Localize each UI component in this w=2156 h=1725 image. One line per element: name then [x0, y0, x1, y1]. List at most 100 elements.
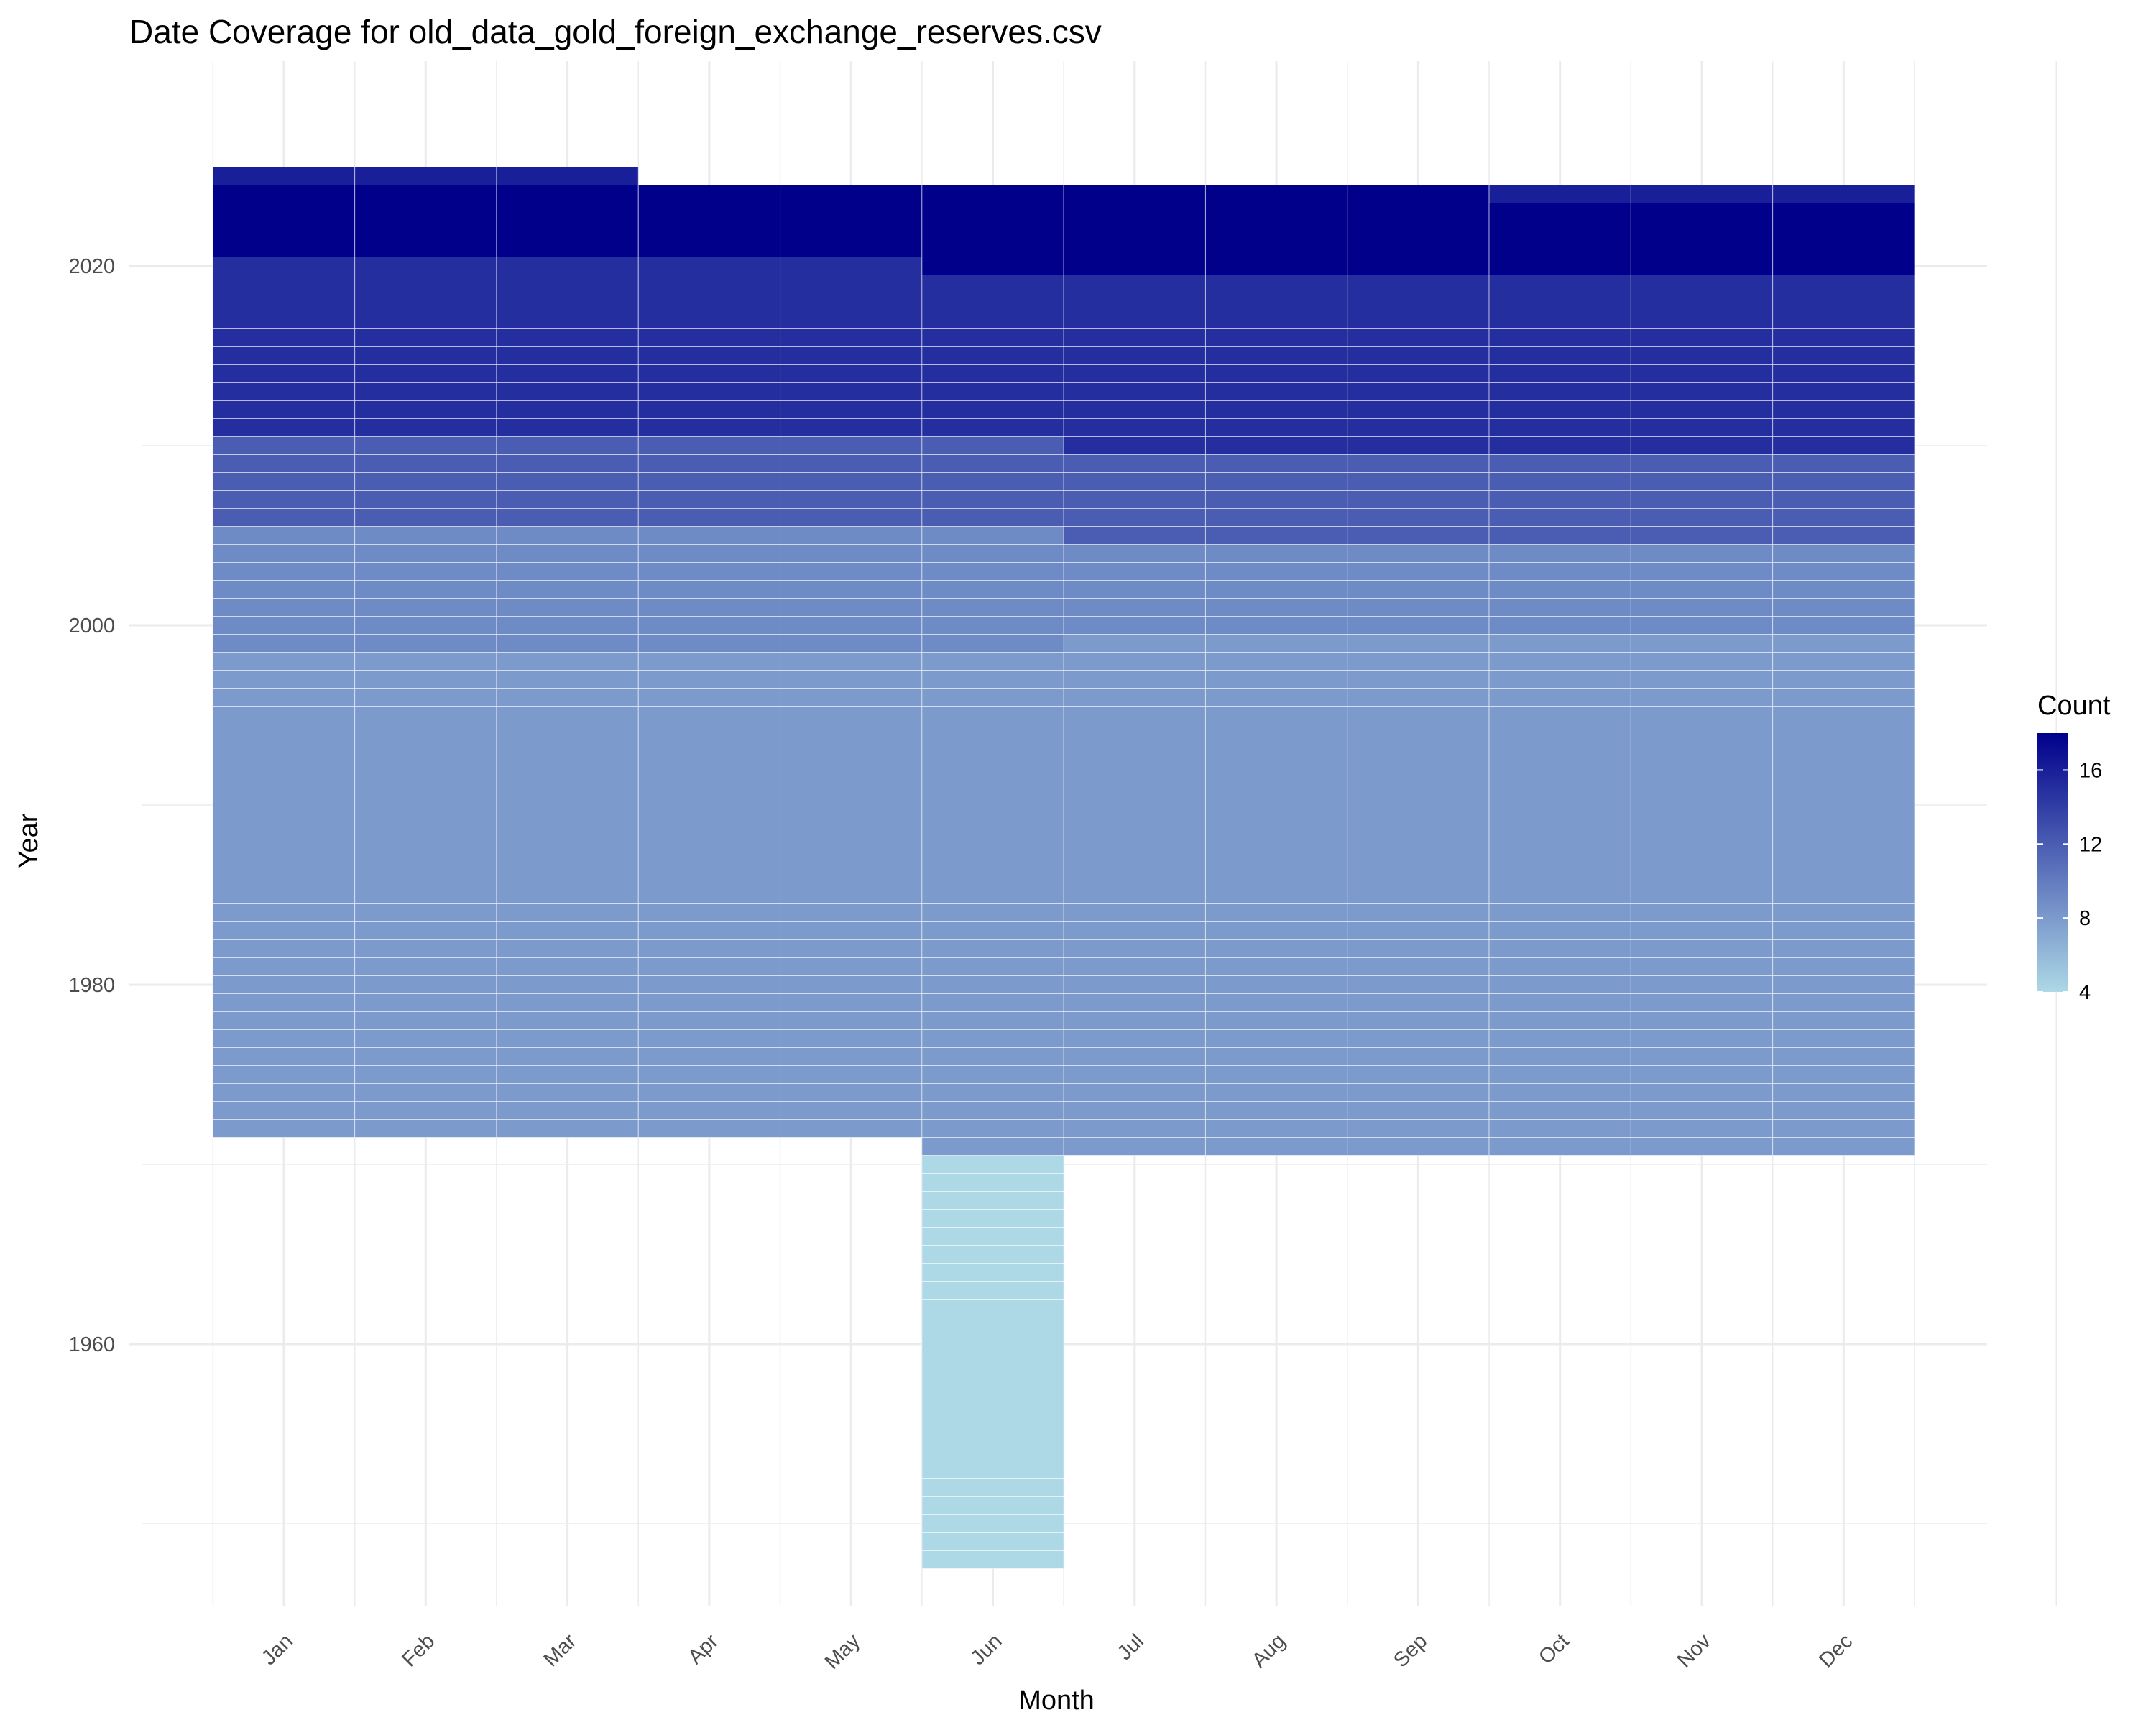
heatmap-cell — [780, 239, 923, 257]
heatmap-cell — [496, 1011, 639, 1030]
heatmap-cell — [637, 580, 781, 599]
heatmap-cell — [1772, 544, 1915, 563]
heatmap-cell — [637, 1101, 781, 1120]
heatmap-cell — [1488, 203, 1631, 221]
heatmap-cell — [212, 1065, 356, 1084]
heatmap-cell — [1204, 921, 1348, 940]
heatmap-cell — [1630, 454, 1774, 473]
y-tick-label: 2020 — [68, 255, 115, 278]
heatmap-cell — [496, 670, 639, 689]
heatmap-cell — [637, 688, 781, 707]
heatmap-cell — [1204, 508, 1348, 527]
heatmap-cell — [212, 203, 356, 221]
heatmap-cell — [637, 868, 781, 886]
heatmap-cell — [354, 886, 497, 904]
heatmap-cell — [780, 544, 923, 563]
heatmap-cell — [921, 1011, 1064, 1030]
heatmap-cell — [354, 975, 497, 994]
heatmap-cell — [496, 221, 639, 239]
heatmap-cell — [921, 400, 1064, 419]
heatmap-cell — [780, 760, 923, 778]
heatmap-cell — [780, 742, 923, 760]
heatmap-cell — [1630, 796, 1774, 814]
heatmap-cell — [1063, 454, 1206, 473]
heatmap-cell — [354, 814, 497, 832]
heatmap-cell — [496, 454, 639, 473]
heatmap-cell — [1488, 454, 1631, 473]
heatmap-cell — [354, 167, 497, 185]
heatmap-cell — [496, 850, 639, 868]
heatmap-cell — [637, 814, 781, 832]
heatmap-cell — [354, 652, 497, 671]
heatmap-cell — [921, 1263, 1064, 1282]
heatmap-cell — [1063, 257, 1206, 275]
heatmap-cell — [1772, 1101, 1915, 1120]
heatmap-cell — [212, 886, 356, 904]
heatmap-cell — [921, 275, 1064, 293]
heatmap-cell — [1063, 328, 1206, 347]
heatmap-cell — [1063, 293, 1206, 311]
heatmap-cell — [921, 1047, 1064, 1066]
heatmap-cell — [354, 580, 497, 599]
heatmap-cell — [354, 1029, 497, 1048]
heatmap-cell — [212, 275, 356, 293]
heatmap-cell — [921, 634, 1064, 653]
heatmap-cell — [354, 526, 497, 545]
heatmap-cell — [921, 328, 1064, 347]
heatmap-cell — [1630, 239, 1774, 257]
heatmap-cell — [496, 310, 639, 329]
heatmap-cell — [1204, 364, 1348, 383]
heatmap-cell — [1063, 652, 1206, 671]
heatmap-cell — [1347, 670, 1490, 689]
heatmap-cell — [1063, 1119, 1206, 1138]
chart-title: Date Coverage for old_data_gold_foreign_… — [129, 13, 1102, 50]
heatmap-cell — [637, 346, 781, 365]
heatmap-cell — [1772, 526, 1915, 545]
heatmap-cell — [1204, 598, 1348, 617]
heatmap-cell — [1630, 921, 1774, 940]
heatmap-cell — [921, 257, 1064, 275]
heatmap-cell — [496, 616, 639, 635]
heatmap-cell — [921, 598, 1064, 617]
heatmap-cell — [637, 975, 781, 994]
heatmap-cell — [1772, 598, 1915, 617]
heatmap-cell — [780, 400, 923, 419]
heatmap-cell — [496, 328, 639, 347]
y-tick-label: 1980 — [68, 974, 115, 997]
heatmap-cell — [1630, 346, 1774, 365]
heatmap-cell — [1630, 652, 1774, 671]
heatmap-cell — [1772, 310, 1915, 329]
heatmap-cell — [1063, 634, 1206, 653]
heatmap-cell — [1772, 293, 1915, 311]
heatmap-cell — [1347, 1137, 1490, 1156]
heatmap-cell — [1488, 1119, 1631, 1138]
heatmap-cell — [1488, 975, 1631, 994]
heatmap-cell — [1347, 490, 1490, 509]
heatmap-cell — [780, 688, 923, 707]
heatmap-cell — [1347, 418, 1490, 437]
heatmap-cell — [921, 454, 1064, 473]
heatmap-cell — [780, 1065, 923, 1084]
heatmap-cell — [1772, 688, 1915, 707]
heatmap-cell — [212, 796, 356, 814]
heatmap-cell — [212, 580, 356, 599]
heatmap-cell — [1488, 939, 1631, 958]
heatmap-cell — [496, 257, 639, 275]
heatmap-cell — [637, 742, 781, 760]
heatmap-cell — [921, 814, 1064, 832]
heatmap-cell — [1630, 634, 1774, 653]
heatmap-cell — [637, 957, 781, 976]
heatmap-cell — [1488, 418, 1631, 437]
heatmap-cell — [1630, 975, 1774, 994]
heatmap-cell — [1063, 346, 1206, 365]
heatmap-cell — [1204, 185, 1348, 203]
heatmap-cell — [496, 724, 639, 742]
heatmap-cell — [637, 598, 781, 617]
heatmap-cell — [1772, 742, 1915, 760]
heatmap-cell — [496, 903, 639, 922]
heatmap-cell — [1488, 670, 1631, 689]
heatmap-cell — [354, 1083, 497, 1102]
heatmap-cell — [1204, 275, 1348, 293]
x-tick-label: Jun — [967, 1629, 1007, 1670]
heatmap-cell — [1063, 526, 1206, 545]
